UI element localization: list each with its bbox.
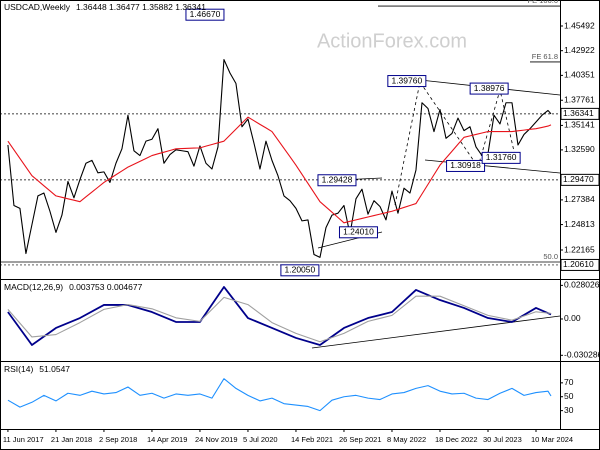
annotation-label: 1.24010	[343, 227, 374, 237]
panel-values: 1.36448 1.36477 1.35882 1.36341	[76, 2, 206, 12]
annotation-label: 1.38976	[474, 83, 505, 93]
annotation-box	[317, 174, 357, 187]
annotation-label: 1.39760	[391, 75, 422, 85]
y-tick-label: 1.32590	[564, 144, 595, 154]
series-line	[7, 58, 552, 258]
series-line	[7, 286, 552, 346]
fibo-level-label: FE 61.8	[532, 52, 558, 61]
x-tick-label: 26 Sep 2021	[339, 435, 382, 444]
panel-header: RSI(14) 51.0547	[4, 364, 70, 374]
y-tick-label: 1.42922	[564, 45, 595, 55]
y-tick-label: 0.028026	[564, 280, 600, 290]
y-tick-label: 70	[564, 377, 574, 387]
y-tick-label: 1.45492	[564, 20, 595, 30]
price-marker-label: 1.29470	[563, 174, 594, 184]
series-line	[7, 378, 552, 412]
x-tick-label: 2 Sep 2018	[99, 435, 137, 444]
annotation-box	[446, 159, 486, 172]
y-tick-label: 1.40351	[564, 70, 595, 80]
panel-title: MACD(12,26,9)	[4, 282, 63, 292]
panel-title: USDCAD,Weekly	[4, 2, 71, 12]
price-marker-label: 1.36341	[563, 108, 594, 118]
y-tick-label: -0.030286	[564, 350, 600, 360]
y-tick-label: 1.24813	[564, 219, 595, 229]
watermark: ActionForex.com	[317, 30, 467, 52]
annotation-box	[481, 151, 521, 164]
series-line	[7, 116, 552, 224]
annotation-label: 1.46670	[190, 9, 221, 19]
y-tick-label: 1.22165	[564, 244, 595, 254]
price-marker-label: 1.20610	[563, 259, 594, 269]
annotation-box	[387, 75, 427, 88]
y-tick-label: 1.37761	[564, 94, 595, 104]
annotation-box	[185, 8, 225, 21]
price-marker	[560, 258, 600, 271]
x-tick-label: 11 Jun 2017	[3, 435, 44, 444]
x-tick-label: 18 Dec 2022	[435, 435, 478, 444]
trendline	[311, 315, 561, 349]
y-tick-label: 50	[564, 391, 574, 401]
y-tick-label: 0.00	[564, 313, 581, 323]
x-tick-label: 21 Jan 2018	[51, 435, 92, 444]
wave-connector	[394, 80, 517, 206]
x-tick-label: 10 Mar 2024	[531, 435, 573, 444]
annotation-box	[338, 226, 378, 239]
x-tick-label: 24 Nov 2019	[195, 435, 238, 444]
x-tick-label: 14 Apr 2019	[147, 435, 187, 444]
annotation-label: 1.29428	[322, 175, 353, 185]
panel-title: RSI(14)	[4, 364, 33, 374]
x-tick-label: 8 May 2022	[387, 435, 426, 444]
annotation-label: 1.20050	[285, 265, 316, 275]
price-marker	[560, 107, 600, 120]
price-marker	[560, 173, 600, 186]
panel-values: 0.003753 0.004677	[69, 282, 143, 292]
annotation-box	[280, 264, 320, 277]
fibo-level-label: FE 100.0	[528, 0, 558, 5]
annotation-label: 1.30918	[450, 160, 481, 170]
annotation-label: 1.31760	[486, 152, 517, 162]
panel-values: 51.0547	[39, 364, 70, 374]
x-tick-label: 30 Jul 2023	[483, 435, 522, 444]
panel-header: USDCAD,Weekly 1.36448 1.36477 1.35882 1.3…	[4, 2, 206, 12]
x-tick-label: 5 Jul 2020	[243, 435, 278, 444]
trendlines	[311, 79, 561, 349]
series-line	[7, 295, 552, 343]
y-tick-label: 1.35141	[564, 120, 595, 130]
y-tick-label: 1.27384	[564, 194, 595, 204]
panel-header: MACD(12,26,9) 0.003753 0.004677	[4, 282, 143, 292]
fibo-level-label: 50.0	[543, 252, 558, 261]
x-tick-label: 14 Feb 2021	[291, 435, 333, 444]
y-tick-label: 30	[564, 405, 574, 415]
annotation-box	[469, 82, 509, 95]
